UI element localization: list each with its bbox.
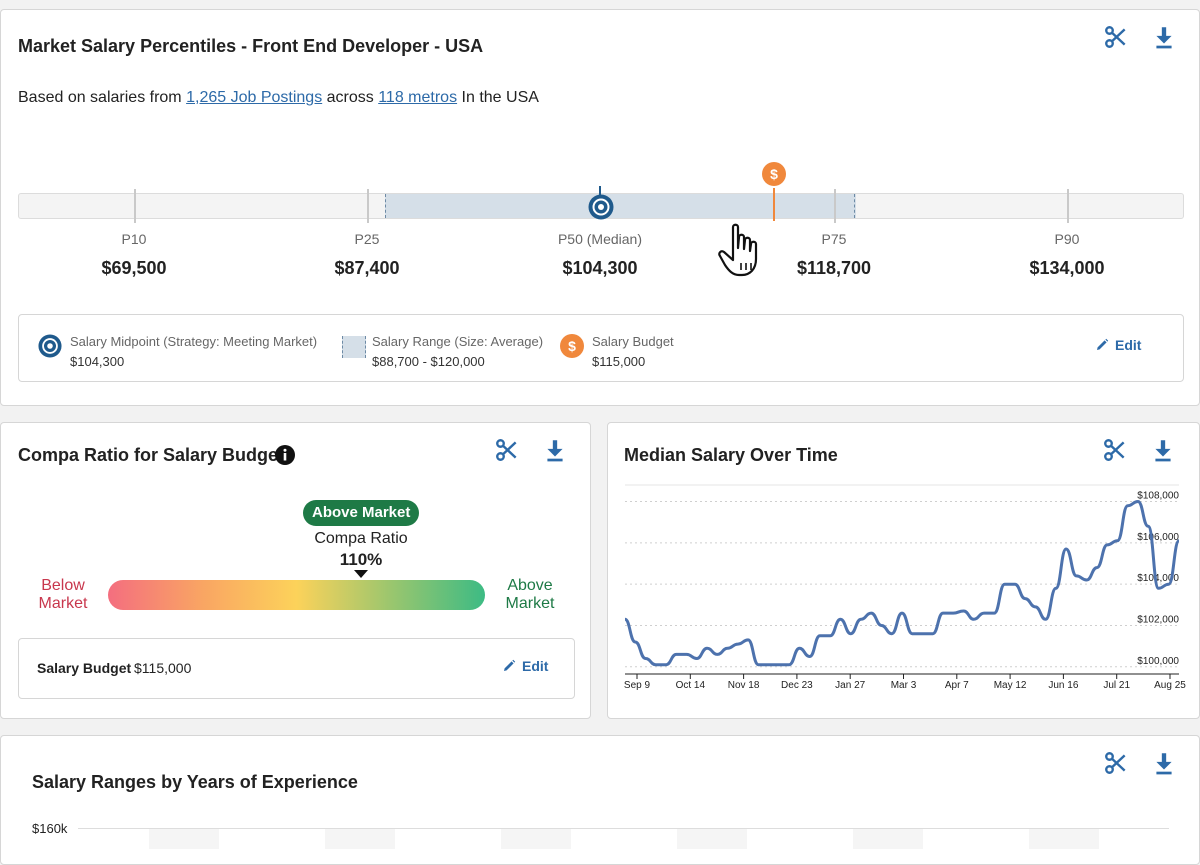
dollar-icon: $	[560, 334, 584, 358]
p90-tick	[1067, 189, 1069, 223]
p25-value: $87,400	[334, 258, 400, 278]
ranges-column-band	[149, 829, 219, 849]
metros-link[interactable]: 118 metros	[378, 89, 458, 106]
salary-range-band	[385, 194, 856, 218]
download-icon[interactable]	[1151, 750, 1177, 776]
p25-tick	[367, 189, 369, 223]
p50-label: P50 (Median)	[557, 231, 643, 247]
subtitle-prefix: Based on salaries from	[18, 89, 182, 106]
x-tick-label: Jun 16	[1048, 680, 1078, 691]
scissors-icon[interactable]	[494, 437, 520, 463]
budget-label: Salary Budget	[37, 660, 132, 676]
legend-edit-label: Edit	[1115, 337, 1142, 353]
p90-label: P90	[1054, 231, 1080, 247]
subtitle-mid: across	[326, 89, 374, 106]
budget-edit-button[interactable]: Edit	[502, 658, 548, 676]
midpoint-legend-title: Salary Midpoint (Strategy: Meeting Marke…	[70, 334, 318, 349]
compa-pointer	[353, 570, 368, 578]
p25-label: P25	[354, 231, 380, 247]
x-tick-label: Apr 7	[945, 680, 969, 691]
dollar-icon[interactable]: $	[762, 162, 786, 186]
below-market-label: Below Market	[38, 577, 88, 612]
compa-gradient-bar	[108, 580, 485, 610]
target-icon	[38, 334, 62, 358]
ranges-column-band	[501, 829, 571, 849]
scissors-icon[interactable]	[1103, 24, 1129, 50]
percentiles-title: Market Salary Percentiles - Front End De…	[18, 36, 484, 56]
median-title: Median Salary Over Time	[624, 445, 838, 465]
salary-ranges-card: Salary Ranges by Years of Experience $16…	[0, 735, 1200, 865]
range-start-edge	[385, 194, 386, 218]
ranges-column-band	[325, 829, 395, 849]
x-tick-label: Mar 3	[891, 680, 917, 691]
x-tick-label: Aug 25	[1154, 680, 1186, 691]
range-end-edge	[854, 194, 855, 218]
compa-label: Compa Ratio	[314, 530, 408, 547]
pencil-icon	[1095, 338, 1109, 355]
p10-label: P10	[121, 231, 147, 247]
x-tick-label: May 12	[994, 680, 1027, 691]
scissors-icon[interactable]	[1102, 437, 1128, 463]
y-tick-label: $104,000	[1137, 573, 1179, 584]
salary-budget-box: Salary Budget $115,000 Edit	[18, 638, 575, 699]
budget-legend-title: Salary Budget	[592, 334, 674, 349]
scissors-icon[interactable]	[1103, 750, 1129, 776]
download-icon[interactable]	[542, 437, 568, 463]
target-icon[interactable]	[588, 194, 614, 220]
ranges-column-band	[1029, 829, 1099, 849]
budget-value: $115,000	[134, 660, 192, 676]
svg-text:$: $	[568, 338, 576, 354]
x-tick-label: Dec 23	[781, 680, 813, 691]
compa-value: 110%	[339, 550, 383, 569]
market-status-badge: Above Market	[303, 500, 420, 526]
download-icon[interactable]	[1150, 437, 1176, 463]
percentile-legend: Salary Midpoint (Strategy: Meeting Marke…	[18, 314, 1184, 382]
x-tick-label: Oct 14	[676, 680, 706, 691]
midpoint-legend-value: $104,300	[70, 354, 125, 369]
budget-marker-line	[773, 188, 775, 221]
p10-value: $69,500	[101, 258, 167, 278]
range-legend-title: Salary Range (Size: Average)	[372, 334, 544, 349]
legend-edit-button[interactable]: Edit	[1095, 337, 1141, 355]
compa-ratio-card: Compa Ratio for Salary Budget Above Mark…	[0, 422, 591, 719]
range-legend-value: $88,700 - $120,000	[372, 354, 485, 369]
p75-tick	[834, 189, 836, 223]
midpoint-marker-stem	[599, 186, 601, 196]
x-tick-label: Nov 18	[728, 680, 760, 691]
job-postings-link[interactable]: 1,265 Job Postings	[186, 89, 323, 106]
above-market-label: Above Market	[505, 577, 555, 612]
p90-value: $134,000	[1029, 258, 1105, 278]
x-tick-label: Jan 27	[835, 680, 865, 691]
hand-pointer-icon	[717, 223, 763, 279]
y-tick-label: $100,000	[1137, 656, 1179, 667]
range-swatch	[342, 336, 366, 358]
budget-edit-label: Edit	[522, 658, 549, 674]
ranges-column-band	[677, 829, 747, 849]
percentiles-subtitle: Based on salaries from 1,265 Job Posting…	[18, 89, 539, 107]
y-tick-label: $102,000	[1137, 614, 1179, 625]
x-tick-label: Sep 9	[624, 680, 651, 691]
median-salary-card: Median Salary Over Time $100,000 $102,000…	[607, 422, 1200, 719]
info-icon[interactable]	[274, 444, 296, 466]
p10-tick	[134, 189, 136, 223]
p75-label: P75	[821, 231, 847, 247]
y-tick-label: $106,000	[1137, 532, 1179, 543]
compa-title: Compa Ratio for Salary Budget	[18, 445, 285, 465]
percentiles-card: Market Salary Percentiles - Front End De…	[0, 9, 1200, 406]
budget-legend-value: $115,000	[592, 354, 646, 369]
svg-text:$: $	[770, 166, 778, 182]
subtitle-suffix: In the USA	[461, 89, 539, 106]
ranges-gridline	[78, 828, 1169, 829]
pencil-icon	[502, 659, 516, 676]
download-icon[interactable]	[1151, 24, 1177, 50]
ranges-column-band	[853, 829, 923, 849]
p75-value: $118,700	[796, 258, 872, 278]
y-tick-label: $108,000	[1137, 491, 1179, 502]
x-tick-label: Jul 21	[1103, 680, 1130, 691]
ranges-y-top-label: $160k	[32, 821, 68, 836]
median-salary-chart: $100,000 $102,000 $104,000 $106,000 $108,000…	[624, 484, 1186, 691]
p50-value: $104,300	[562, 258, 638, 278]
median-salary-series-line	[624, 500, 1181, 667]
ranges-title: Salary Ranges by Years of Experience	[32, 772, 358, 792]
